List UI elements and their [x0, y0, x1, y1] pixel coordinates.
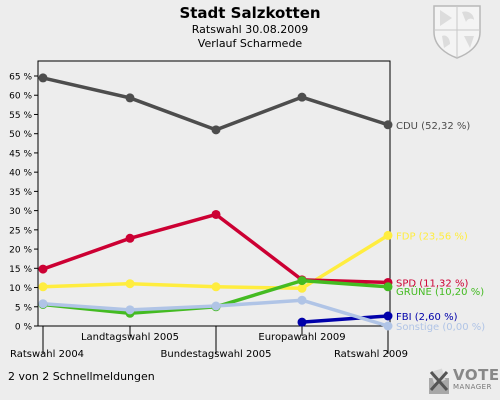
y-tick-label: 25 % — [9, 226, 32, 236]
data-point-fbi — [383, 311, 393, 321]
chart-subtitle-district: Verlauf Scharmede — [197, 37, 303, 50]
data-point-fdp — [383, 230, 393, 240]
data-point-cdu — [297, 92, 307, 102]
chart-title: Stadt Salzkotten — [179, 4, 321, 22]
data-point-sonstige — [38, 299, 48, 309]
x-tick-label: Europawahl 2009 — [258, 332, 345, 343]
end-label-cdu: CDU (52,32 %) — [396, 121, 470, 132]
y-tick-label: 55 % — [9, 111, 32, 121]
data-point-cdu — [38, 73, 48, 83]
coat-of-arms-icon — [433, 5, 481, 59]
data-point-fdp — [125, 279, 135, 289]
y-tick-label: 30 % — [9, 207, 32, 217]
data-point-grüne — [297, 276, 307, 286]
footnote: 2 von 2 Schnellmeldungen — [8, 370, 155, 383]
data-point-spd — [211, 209, 221, 219]
y-tick-label: 40 % — [9, 169, 32, 179]
data-point-sonstige — [297, 295, 307, 305]
y-tick-label: 15 % — [9, 265, 32, 275]
y-tick-label: 45 % — [9, 149, 32, 159]
data-point-sonstige — [211, 301, 221, 311]
y-tick-label: 65 % — [9, 73, 32, 83]
end-label-grüne: GRÜNE (10,20 %) — [396, 285, 484, 298]
logo-vote-text: VOTE — [453, 366, 500, 384]
y-tick-label: 10 % — [9, 284, 32, 294]
x-tick-label: Ratswahl 2004 — [10, 349, 84, 360]
series-end-labels: CDU (52,32 %) FDP (23,56 %) SPD (11,32 %)G… — [396, 121, 485, 333]
x-tick-label: Landtagswahl 2005 — [81, 332, 179, 343]
end-label-sonstige: Sonstige (0,00 %) — [396, 322, 485, 333]
votemanager-logo: VOTE MANAGER — [427, 365, 499, 397]
data-point-fdp — [211, 282, 221, 292]
data-point-sonstige — [383, 321, 393, 331]
series-line-fbi — [301, 314, 389, 324]
x-tick-label: Bundestagswahl 2005 — [161, 349, 272, 360]
y-axis: 0 % 5 % 10 % 15 % 20 % 25 % 30 % 35 % 40 % 45 % 50… — [9, 73, 38, 333]
ballot-box-icon — [429, 368, 449, 394]
data-point-spd — [125, 233, 135, 243]
end-label-spd: SPD (11,32 %) — [396, 278, 468, 289]
y-tick-label: 50 % — [9, 130, 32, 140]
data-point-grüne — [383, 282, 393, 292]
y-tick-label: 5 % — [15, 303, 33, 313]
data-point-sonstige — [125, 305, 135, 315]
series-points — [38, 73, 393, 331]
y-tick-label: 60 % — [9, 92, 32, 102]
data-point-fbi — [297, 317, 307, 327]
end-label-fdp: FDP (23,56 %) — [396, 231, 468, 242]
data-point-fdp — [297, 283, 307, 293]
data-point-cdu — [383, 120, 393, 130]
data-point-cdu — [211, 125, 221, 135]
y-tick-label: 0 % — [15, 323, 33, 333]
logo-manager-text: MANAGER — [453, 383, 492, 391]
end-label-fbi: FBI (2,60 %) — [396, 312, 458, 323]
data-point-spd — [38, 264, 48, 274]
data-point-fdp — [38, 282, 48, 292]
y-tick-label: 35 % — [9, 188, 32, 198]
data-point-cdu — [125, 93, 135, 103]
chart-subtitle-election: Ratswahl 30.08.2009 — [191, 23, 309, 36]
y-tick-label: 20 % — [9, 246, 32, 256]
x-axis: Ratswahl 2004 Landtagswahl 2005 Bundestags… — [10, 326, 408, 360]
x-tick-label: Ratswahl 2009 — [334, 349, 408, 360]
